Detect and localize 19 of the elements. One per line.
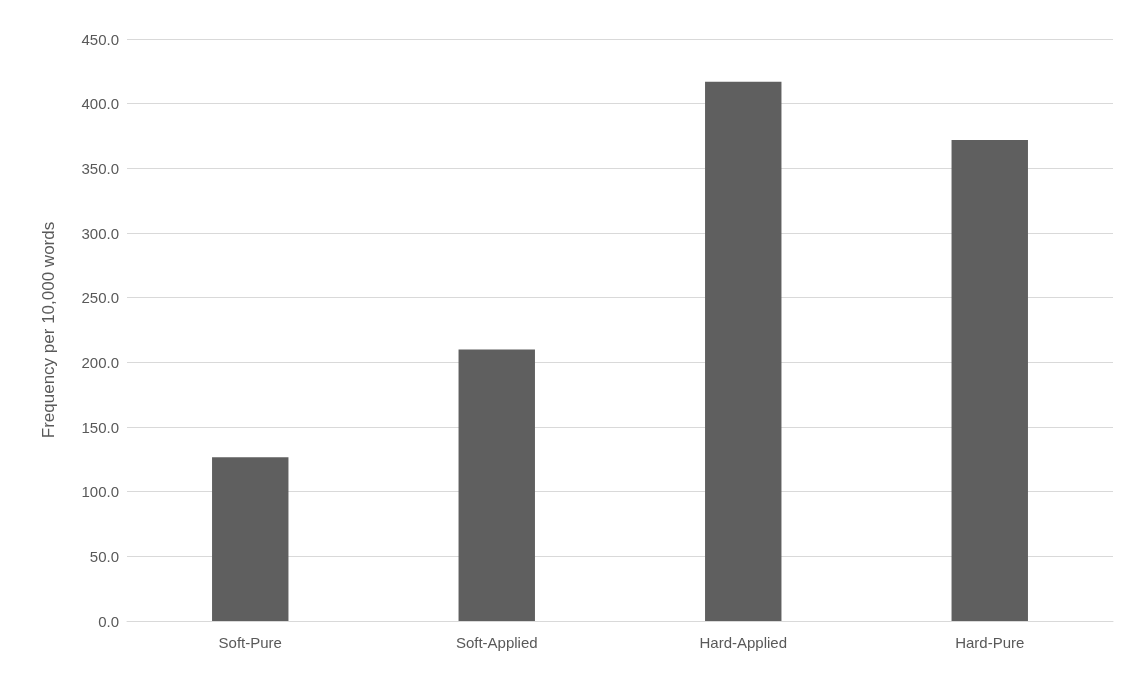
y-tick-label: 100.0 [81, 483, 119, 501]
bar [705, 81, 782, 621]
bar [212, 457, 289, 621]
y-axis-title: Frequency per 10,000 words [39, 221, 58, 439]
y-tick-label: 250.0 [81, 289, 119, 307]
x-tick-label: Hard-Pure [955, 634, 1025, 651]
y-tick-label: 300.0 [81, 224, 119, 242]
y-tick-label: 150.0 [81, 418, 119, 436]
x-tick-label: Soft-Pure [218, 634, 282, 651]
y-tick-label: 200.0 [81, 353, 119, 371]
x-tick-label: Hard-Applied [699, 634, 788, 651]
y-tick-label: 400.0 [81, 95, 119, 113]
bar [458, 349, 535, 621]
y-tick-label: 350.0 [81, 159, 119, 177]
y-tick-label: 450.0 [81, 30, 119, 48]
y-tick-label: 0.0 [98, 612, 119, 630]
y-tick-label: 50.0 [89, 547, 119, 565]
bar [951, 139, 1028, 621]
x-tick-label: Soft-Applied [455, 634, 538, 651]
